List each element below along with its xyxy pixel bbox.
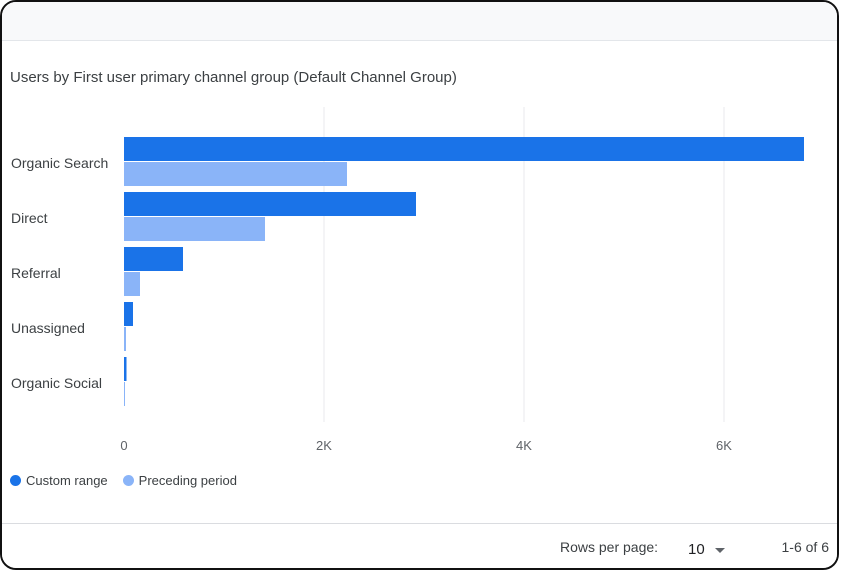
bar-custom-range-unassigned[interactable] — [124, 302, 133, 326]
x-axis-tick-label: 6K — [716, 438, 732, 453]
rows-per-page-label: Rows per page: — [560, 539, 659, 555]
bar-custom-range-direct[interactable] — [124, 192, 416, 216]
x-axis-tick-label: 0 — [120, 438, 127, 453]
category-labels: Organic Search Direct Referral Unassigned Or… — [11, 155, 108, 391]
rows-per-page-value: 10 — [688, 540, 705, 558]
chevron-down-icon — [714, 547, 725, 553]
bar-preceding-period-referral[interactable] — [124, 272, 140, 296]
x-axis-tick-label: 2K — [316, 438, 332, 453]
rows-per-page-select[interactable]: 10 — [688, 537, 738, 561]
legend: Custom range Preceding period — [10, 473, 237, 488]
bar-custom-range-organic-search[interactable] — [124, 137, 804, 161]
pagination-range: 1-6 of 6 — [781, 539, 829, 555]
legend-item-custom-range: Custom range — [10, 473, 108, 488]
x-axis-tick-label: 4K — [516, 438, 532, 453]
bar-preceding-period-unassigned[interactable] — [124, 327, 126, 351]
bar-custom-range-organic-social[interactable] — [124, 357, 127, 381]
legend-label: Custom range — [26, 473, 108, 488]
bar-custom-range-referral[interactable] — [124, 247, 183, 271]
chart-title: Users by First user primary channel grou… — [10, 69, 457, 86]
bar-preceding-period-direct[interactable] — [124, 217, 265, 241]
category-label-direct: Direct — [11, 210, 48, 226]
card-header-strip — [2, 2, 837, 41]
bar-preceding-period-organic-social[interactable] — [124, 382, 125, 406]
bar-preceding-period-organic-search[interactable] — [124, 162, 347, 186]
legend-dot-icon — [122, 475, 134, 486]
legend-item-preceding-period: Preceding period — [122, 473, 237, 488]
legend-dot-icon — [10, 475, 21, 486]
category-label-referral: Referral — [11, 265, 61, 281]
legend-label: Preceding period — [138, 473, 237, 488]
category-label-organic-search: Organic Search — [11, 155, 108, 171]
x-axis-tick-labels: 0 2K 4K 6K — [120, 438, 732, 453]
table-footer: Rows per page: 10 1-6 of 6 — [2, 523, 837, 568]
bar-layer — [124, 137, 804, 406]
category-label-organic-social: Organic Social — [11, 375, 102, 391]
category-label-unassigned: Unassigned — [11, 320, 85, 336]
